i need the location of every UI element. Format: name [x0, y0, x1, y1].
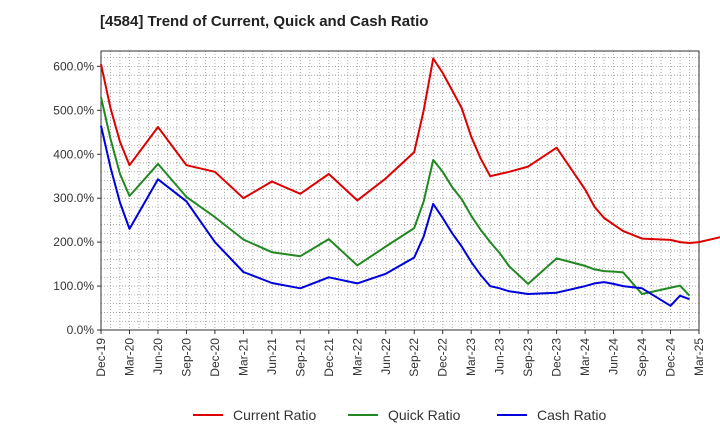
y-tick-label: 300.0% [53, 191, 94, 205]
x-tick-label: Sep-23 [521, 338, 535, 377]
x-tick-label: Mar-25 [692, 338, 706, 376]
x-tick-label: Jun-21 [265, 338, 279, 375]
x-tick-label: Mar-20 [122, 338, 136, 376]
x-tick-label: Jun-24 [607, 338, 621, 375]
x-tick-label: Mar-22 [350, 338, 364, 376]
x-tick-label: Sep-24 [635, 338, 649, 377]
x-tick-label: Jun-22 [379, 338, 393, 375]
plot-area [101, 51, 699, 330]
x-tick-label: Mar-21 [236, 338, 250, 376]
x-tick-label: Jun-23 [493, 338, 507, 375]
chart-title: [4584] Trend of Current, Quick and Cash … [100, 13, 429, 30]
x-tick-label: Dec-24 [664, 338, 678, 377]
x-tick-label: Sep-22 [407, 338, 421, 377]
series-line-current-ratio [100, 57, 720, 244]
legend-label-cash-ratio: Cash Ratio [537, 407, 606, 423]
series-line-quick-ratio [100, 96, 691, 297]
x-tick-label: Dec-21 [322, 338, 336, 377]
plot-frame [100, 50, 700, 331]
y-tick-label: 200.0% [53, 235, 94, 249]
x-tick-label: Mar-23 [464, 338, 478, 376]
x-tick-label: Jun-20 [151, 338, 165, 375]
y-tick-label: 0.0% [67, 323, 95, 337]
legend-label-current-ratio: Current Ratio [233, 407, 316, 423]
x-tick-label: Dec-23 [550, 338, 564, 377]
y-tick-label: 400.0% [53, 147, 94, 161]
series-line-cash-ratio [100, 125, 690, 307]
x-tick-label: Dec-22 [436, 338, 450, 377]
x-tick-label: Mar-24 [578, 338, 592, 376]
x-tick-label: Sep-21 [293, 338, 307, 377]
y-tick-label: 600.0% [53, 59, 94, 73]
legend-label-quick-ratio: Quick Ratio [388, 407, 461, 423]
y-tick-label: 100.0% [53, 279, 94, 293]
x-tick-label: Sep-20 [179, 338, 193, 377]
y-tick-label: 500.0% [53, 103, 94, 117]
x-tick-label: Dec-19 [94, 338, 108, 377]
x-tick-label: Dec-20 [208, 338, 222, 377]
